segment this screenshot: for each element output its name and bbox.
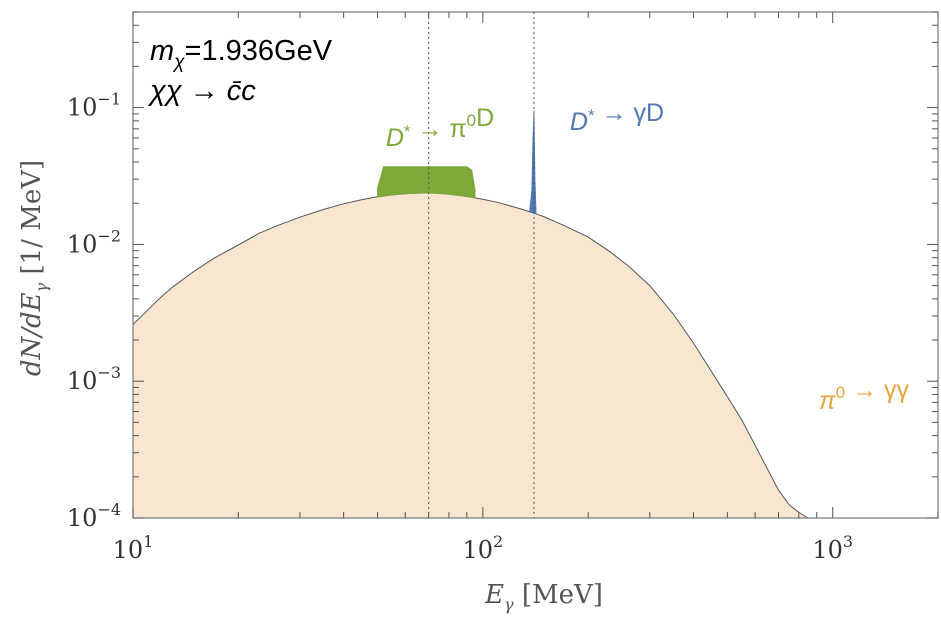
y-ticks: 10−1 10−2 10−3 10−4 xyxy=(67,11,938,532)
y-tick-label: 10−4 xyxy=(67,500,121,532)
x-tick-label: 102 xyxy=(462,532,503,564)
annotation-dstar-0d: D* → π0D xyxy=(386,104,494,152)
x-axis-title: Eγ [MeV] xyxy=(484,580,603,614)
y-tick-label: 10−2 xyxy=(67,226,121,258)
y-tick-label: 10−1 xyxy=(67,90,121,122)
reference-lines xyxy=(428,12,535,518)
area-dstar-0d xyxy=(377,166,476,199)
plot-border xyxy=(132,11,939,519)
plot-frame xyxy=(132,11,939,519)
x-ticks: 101 102 103 xyxy=(113,12,939,564)
y-axis-title: dN/dEγ [1/ MeV] xyxy=(17,160,51,376)
y-tick-label: 10−3 xyxy=(67,363,121,395)
area-dstar-d xyxy=(529,110,537,215)
area-0 xyxy=(133,192,808,518)
x-tick-label: 103 xyxy=(812,532,853,564)
plot-areas xyxy=(132,110,809,519)
info-process: χχ → c̄c xyxy=(147,75,256,107)
annotation-0: π0 → γγ xyxy=(819,376,910,415)
info-mass: mχ=1.936GeV xyxy=(150,35,333,73)
annotation-dstar-d: D* → γD xyxy=(570,99,664,136)
x-tick-label: 101 xyxy=(113,532,154,564)
annotations: D* → π0D D* → γD π0 → γγ xyxy=(386,99,910,415)
